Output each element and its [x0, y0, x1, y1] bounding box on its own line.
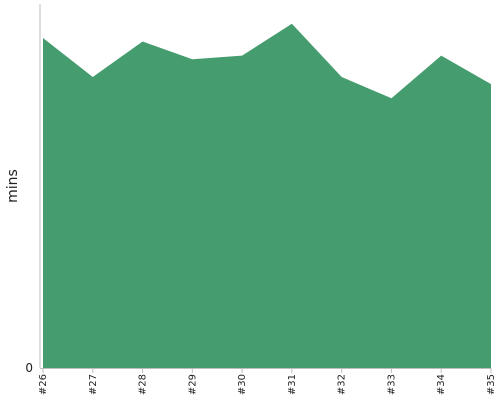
y-axis-ticks: 0 [25, 361, 33, 375]
series-area [43, 23, 491, 369]
x-tick-label: #33 [386, 374, 397, 395]
x-tick-label: #32 [337, 374, 348, 395]
x-tick-label: #31 [287, 374, 298, 395]
x-axis-ticks: #26 #27 #28 #29 #30 #31 #32 #33 #34 #35 [38, 368, 497, 395]
x-tick-label: #30 [237, 374, 248, 395]
x-tick-label: #26 [38, 374, 49, 395]
x-tick-label: #35 [486, 374, 497, 395]
x-tick-label: #34 [436, 374, 447, 395]
x-tick-label: #28 [138, 374, 149, 395]
x-tick-label: #29 [187, 374, 198, 395]
y-tick-label: 0 [25, 361, 33, 375]
x-tick-label: #27 [88, 374, 99, 395]
y-axis-title: mins [5, 169, 21, 203]
plot-area [43, 23, 491, 369]
